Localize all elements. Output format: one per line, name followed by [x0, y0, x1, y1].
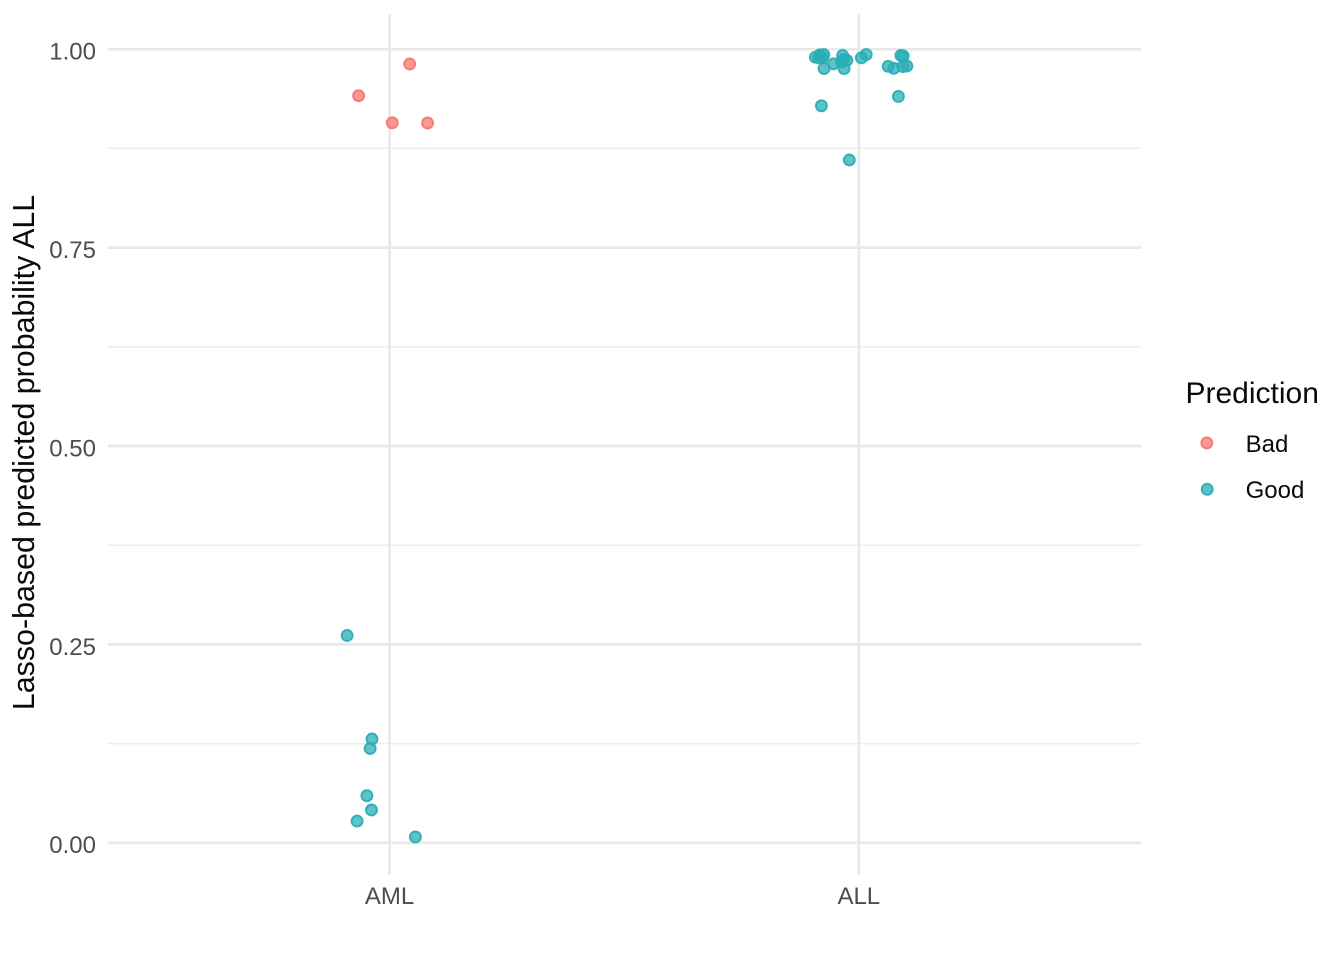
svg-text:0.50: 0.50 [49, 435, 96, 462]
svg-text:AML: AML [365, 883, 414, 910]
svg-text:0.75: 0.75 [49, 237, 96, 264]
svg-text:ALL: ALL [837, 883, 880, 910]
svg-text:0.00: 0.00 [49, 832, 96, 859]
svg-text:0.25: 0.25 [49, 634, 96, 661]
svg-text:1.00: 1.00 [49, 39, 96, 66]
svg-text:Prediction: Prediction [1186, 377, 1319, 410]
svg-text:Lasso-based predicted probabil: Lasso-based predicted probability ALL [7, 195, 41, 710]
svg-text:Bad: Bad [1246, 431, 1289, 458]
svg-text:Good: Good [1246, 477, 1305, 504]
